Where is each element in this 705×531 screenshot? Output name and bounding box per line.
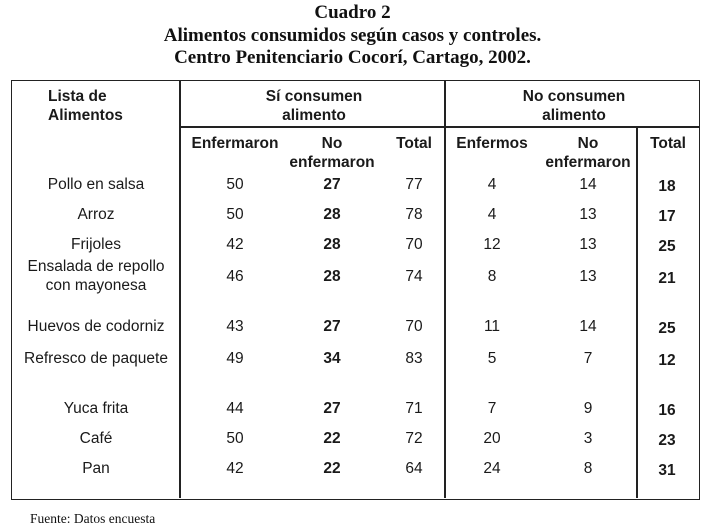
table-cell: 8	[487, 267, 497, 285]
table-cell: 74	[405, 267, 423, 285]
table-cell: 64	[405, 459, 423, 477]
table-cell: 50	[226, 429, 244, 447]
table-cell: 31	[658, 461, 676, 479]
table-caption: Cuadro 2 Alimentos consumidos según caso…	[0, 2, 705, 70]
table-cell: 23	[658, 431, 676, 449]
rule-group-divider	[444, 81, 446, 498]
source-note: Fuente: Datos encuesta	[30, 511, 156, 526]
table-cell: 27	[323, 317, 341, 335]
header-food-list: Lista de Alimentos	[48, 88, 123, 124]
col-header-no-enfermaron-yes: No enfermaron	[289, 135, 375, 171]
col-header-total-no: Total	[650, 135, 686, 152]
table-cell: 25	[658, 237, 676, 255]
table-cell: 11	[483, 317, 501, 335]
table-cell: 16	[658, 401, 676, 419]
table-cell: 12	[483, 235, 501, 253]
caption-number: Cuadro 2	[314, 2, 391, 23]
col-header-enfermaron: Enfermaron	[191, 135, 279, 152]
table-cell: 27	[323, 175, 341, 193]
food-name: Ensalada de repollo con mayonesa	[27, 258, 165, 294]
table-cell: 7	[583, 349, 593, 367]
table-cell: 50	[226, 205, 244, 223]
table-cell: 12	[658, 351, 676, 369]
table-cell: 17	[658, 207, 676, 225]
table-cell: 46	[226, 267, 244, 285]
header-group-yes: Sí consumen alimento	[265, 88, 363, 124]
table-cell: 34	[323, 349, 341, 367]
table-cell: 5	[487, 349, 497, 367]
table-cell: 42	[226, 459, 244, 477]
table-cell: 78	[405, 205, 423, 223]
table-cell: 4	[487, 175, 497, 193]
table-cell: 24	[483, 459, 501, 477]
header-group-no: No consumen alimento	[522, 88, 626, 124]
food-name: Yuca frita	[63, 399, 129, 417]
table-cell: 43	[226, 317, 244, 335]
table-cell: 28	[323, 205, 341, 223]
food-name: Arroz	[77, 205, 115, 223]
table-cell: 20	[483, 429, 501, 447]
food-name: Café	[79, 429, 113, 447]
table-cell: 7	[487, 399, 497, 417]
table-cell: 44	[226, 399, 244, 417]
col-header-no-enfermaron-no: No enfermaron	[545, 135, 631, 171]
rule-after-food	[179, 81, 181, 498]
food-name: Pan	[82, 459, 110, 477]
col-header-enfermos: Enfermos	[456, 135, 528, 152]
table-cell: 50	[226, 175, 244, 193]
table-cell: 71	[405, 399, 423, 417]
table-cell: 9	[583, 399, 593, 417]
table-cell: 49	[226, 349, 244, 367]
table-cell: 13	[579, 205, 597, 223]
table-cell: 13	[579, 235, 597, 253]
table-cell: 77	[405, 175, 423, 193]
caption-place-date: Centro Penitenciario Cocorí, Cartago, 20…	[174, 47, 531, 68]
food-table: Lista de Alimentos Sí consumen alimento …	[11, 80, 700, 500]
food-name: Huevos de codorniz	[27, 317, 165, 335]
col-header-total-yes: Total	[396, 135, 432, 152]
food-name: Frijoles	[71, 235, 121, 253]
table-cell: 22	[323, 459, 341, 477]
food-name: Refresco de paquete	[24, 349, 168, 367]
rule-under-groups	[179, 126, 699, 128]
food-name: Pollo en salsa	[47, 175, 145, 193]
table-cell: 42	[226, 235, 244, 253]
table-cell: 4	[487, 205, 497, 223]
rule-before-total-no	[636, 126, 638, 498]
table-cell: 83	[405, 349, 423, 367]
table-cell: 25	[658, 319, 676, 337]
table-cell: 28	[323, 267, 341, 285]
caption-subject: Alimentos consumidos según casos y contr…	[163, 24, 542, 46]
table-cell: 3	[583, 429, 593, 447]
table-cell: 70	[405, 235, 423, 253]
table-cell: 27	[323, 399, 341, 417]
table-cell: 72	[405, 429, 423, 447]
table-cell: 14	[579, 317, 597, 335]
table-cell: 18	[658, 177, 676, 195]
table-cell: 14	[579, 175, 597, 193]
table-cell: 28	[323, 235, 341, 253]
table-cell: 70	[405, 317, 423, 335]
table-cell: 21	[658, 269, 676, 287]
table-cell: 22	[323, 429, 341, 447]
table-cell: 8	[583, 459, 593, 477]
table-cell: 13	[579, 267, 597, 285]
